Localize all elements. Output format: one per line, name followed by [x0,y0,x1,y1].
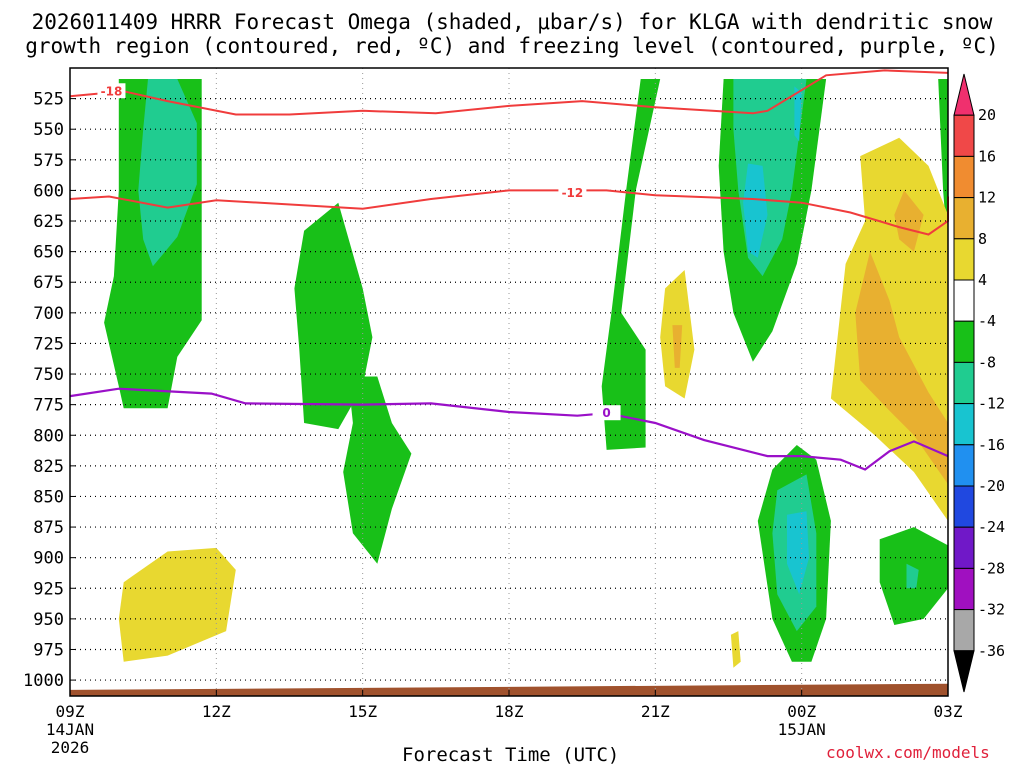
colorbar-top-arrow [953,73,975,116]
y-tick-label-550: 550 [33,120,64,140]
colorbar-label--4: -4 [978,312,996,330]
y-tick-label-825: 825 [33,457,64,477]
colorbar-label--36: -36 [978,642,1005,660]
omega-region-3 [343,376,412,564]
colorbar: 20 16 12 8 4 -4 -8 -12 -16 -20 -24 -28 -32 -36 [953,73,1005,693]
colorbar-label--12: -12 [978,395,1005,413]
colorbar-label--32: -32 [978,601,1005,619]
y-tick-label-850: 850 [33,487,64,507]
x-tick-date-14JAN: 14JAN [46,720,94,739]
colorbar-label-12: 12 [978,189,996,207]
colorbar-label--24: -24 [978,518,1005,536]
x-tick-date-15JAN: 15JAN [778,720,826,739]
colorbar-label-8: 8 [978,230,987,248]
y-tick-label-775: 775 [33,396,64,416]
y-tick-label-900: 900 [33,549,64,569]
dgz-contour--18 [69,69,949,116]
y-tick-label-675: 675 [33,273,64,293]
colorbar-swatch-11 [953,526,975,569]
y-tick-label-700: 700 [33,304,64,324]
x-tick-label-18Z: 18Z [495,702,524,721]
x-tick-label-15Z: 15Z [348,702,377,721]
colorbar-swatch-7 [953,361,975,405]
colorbar-label-20: 20 [978,106,996,124]
colorbar-swatch-10 [953,485,975,528]
colorbar-swatch-9 [953,444,975,487]
omega-region-13 [906,563,919,589]
colorbar-swatch-4 [953,238,975,281]
colorbar-label--20: -20 [978,477,1005,495]
dgz-label--18-bg [97,83,126,99]
omega-region-4 [601,79,661,450]
x-tick-label-09Z: 09Z [56,702,85,721]
colorbar-swatch-1 [953,114,975,157]
y-tick-label-750: 750 [33,365,64,385]
dgz-label--12: -12 [562,186,584,200]
freezing-level-contour [69,387,949,471]
colorbar-label--28: -28 [978,559,1005,577]
omega-positive-region-5 [118,547,236,662]
x-tick-year-2026: 2026 [51,738,90,757]
colorbar-swatch-12 [953,567,975,611]
colorbar-swatch-2 [953,155,975,199]
omega-positive-region-4 [672,325,683,368]
omega-positive-region-2 [894,190,924,252]
omega-region-11 [787,511,809,595]
y-tick-label-950: 950 [33,610,64,630]
colorbar-label--8: -8 [978,353,996,371]
colorbar-bottom-arrow [953,650,975,693]
colorbar-swatch-5 [953,279,975,322]
dgz-label--18: -18 [101,84,123,98]
chart-title-line-1: 2026011409 HRRR Forecast Omega (shaded, … [31,10,993,34]
omega-region-7 [743,163,768,258]
omega-region-2 [294,202,373,430]
contour-layer: -18 -12 0 [69,69,949,471]
chart-title-line-2: growth region (contoured, red, ºC) and f… [25,34,999,58]
colorbar-swatch-8 [953,403,975,446]
freezing-level-label: 0 [602,406,610,420]
y-tick-label-800: 800 [33,426,64,446]
colorbar-swatch-3 [953,197,975,240]
omega-region-1 [138,79,197,267]
y-tick-label-525: 525 [33,90,64,110]
colorbar-swatch-6 [953,320,975,363]
colorbar-swatch-13 [953,609,975,652]
y-tick-label-575: 575 [33,151,64,171]
x-tick-label-00Z: 00Z [787,702,816,721]
y-tick-label-1000: 1000 [23,671,64,691]
y-tick-label-725: 725 [33,334,64,354]
dgz-label--12-bg [558,184,587,200]
omega-region-8 [794,86,802,142]
omega-region-14 [938,79,948,252]
omega-positive-region-1 [855,251,948,485]
y-tick-label-650: 650 [33,243,64,263]
credit-link[interactable]: coolwx.com/models [826,743,990,762]
x-tick-label-21Z: 21Z [641,702,670,721]
y-tick-label-875: 875 [33,518,64,538]
colorbar-label-16: 16 [978,147,996,165]
y-tick-label-975: 975 [33,640,64,660]
x-tick-label-03Z: 03Z [934,702,963,721]
ground-layer [70,683,948,696]
y-tick-label-600: 600 [33,181,64,201]
dgz-contour--12 [69,189,949,236]
x-axis-title: Forecast Time (UTC) [402,744,620,766]
y-tick-label-925: 925 [33,579,64,599]
colorbar-label--16: -16 [978,436,1005,454]
freezing-level-label-bg [592,405,621,421]
y-axis: 525 550 575 600 625 650 675 700 725 750 775 800 825 8… [23,90,76,691]
ground-strip [70,683,948,696]
x-tick-label-12Z: 12Z [202,702,231,721]
y-tick-label-625: 625 [33,212,64,232]
colorbar-label-4: 4 [978,271,987,289]
omega-shading-layer [104,79,948,668]
